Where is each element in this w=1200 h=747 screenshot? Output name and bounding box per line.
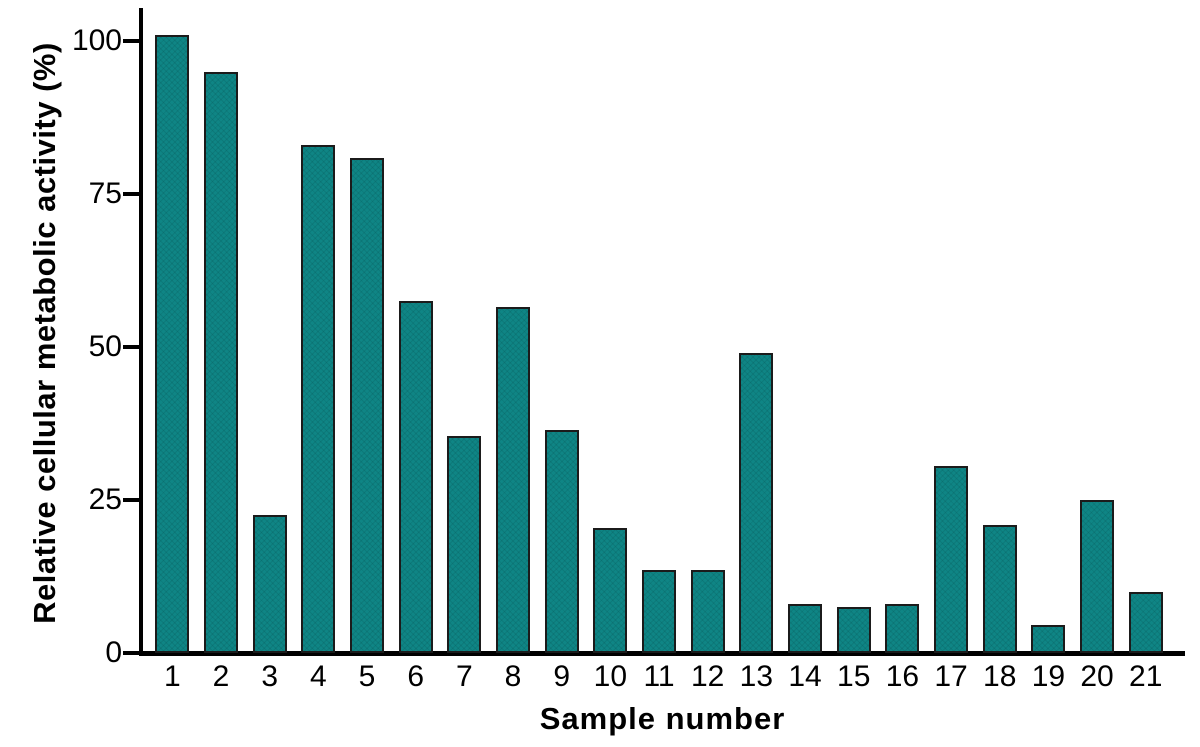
x-axis-title: Sample number: [539, 701, 786, 736]
x-tick-label: 20: [1080, 660, 1114, 693]
x-tick-label: 5: [358, 660, 376, 693]
bar-sample-3: [252, 515, 287, 653]
bar-sample-16: [885, 604, 920, 653]
bar-sample-18: [982, 525, 1017, 653]
bar-sample-12: [690, 570, 725, 653]
bar-sample-10: [593, 528, 628, 653]
y-tick-label: 50: [88, 330, 122, 364]
x-tick-label: 7: [456, 660, 473, 693]
x-tick-label: 2: [212, 660, 230, 693]
x-tick-label: 3: [261, 660, 278, 693]
bar-sample-6: [398, 301, 433, 653]
bar-sample-11: [642, 570, 677, 653]
x-tick-label: 19: [1031, 660, 1066, 693]
x-tick-label: 6: [407, 660, 425, 693]
x-tick-label: 21: [1129, 660, 1163, 693]
bar-sample-20: [1080, 500, 1115, 653]
bar-sample-19: [1031, 625, 1066, 653]
bars-container: [148, 10, 1170, 653]
bar-sample-2: [204, 72, 238, 653]
x-tick-label: 11: [643, 660, 675, 693]
bar-sample-21: [1128, 592, 1163, 653]
x-tick-label: 16: [885, 660, 920, 693]
y-tick-mark: [123, 498, 140, 503]
y-tick-mark: [123, 39, 140, 44]
x-tick-label: 14: [788, 660, 822, 693]
x-tick-label: 18: [983, 660, 1017, 693]
x-tick-label: 12: [691, 660, 725, 693]
y-tick-mark: [123, 192, 140, 197]
bar-sample-1: [155, 35, 190, 653]
x-tick-label: 15: [837, 660, 871, 693]
bar-sample-14: [788, 604, 823, 653]
x-tick-label: 9: [553, 660, 571, 693]
y-tick-label: 0: [105, 636, 122, 669]
bar-sample-5: [350, 158, 384, 653]
x-tick-label: 13: [739, 660, 774, 693]
y-tick-label: 75: [88, 177, 122, 211]
bar-sample-4: [301, 145, 336, 653]
x-axis-line: [139, 651, 1185, 656]
y-axis-line: [139, 8, 143, 656]
bar-sample-17: [934, 466, 969, 653]
bar-sample-15: [836, 607, 871, 653]
y-tick-mark: [123, 651, 140, 655]
x-tick-label: 17: [934, 660, 968, 693]
bar-sample-7: [447, 436, 482, 653]
y-tick-mark: [123, 345, 140, 350]
bar-sample-9: [544, 430, 579, 653]
x-tick-label: 10: [593, 660, 628, 693]
y-tick-label: 25: [88, 483, 122, 517]
bar-sample-8: [496, 307, 531, 653]
x-tick-label: 8: [504, 660, 522, 693]
bar-sample-13: [739, 353, 774, 653]
x-tick-label: 1: [163, 660, 181, 693]
x-tick-label: 4: [309, 660, 327, 693]
y-tick-label: 100: [71, 24, 122, 58]
